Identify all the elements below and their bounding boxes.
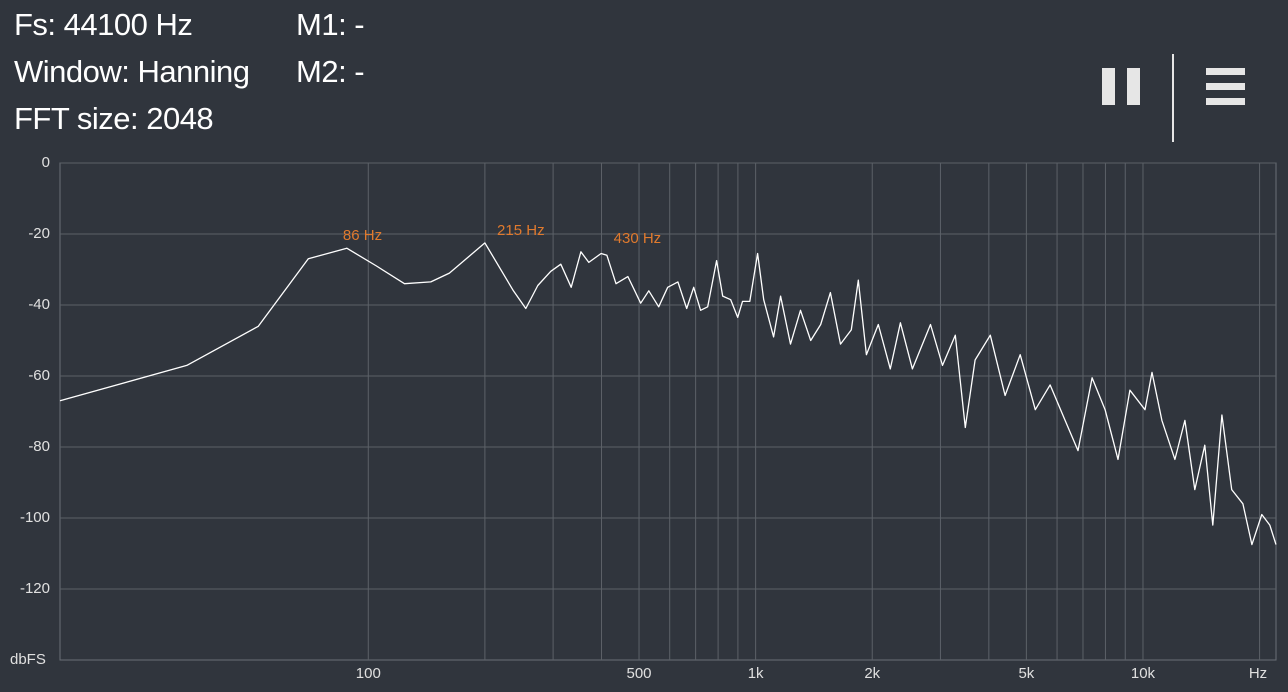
peak-label: 86 Hz [343,227,382,244]
spectrum-line [59,242,1277,546]
menu-bar [1206,68,1245,75]
y-tick-label: -20 [28,225,50,242]
y-tick-label: -40 [28,296,50,313]
marker-1: M1: - [296,7,364,42]
pause-bar [1102,68,1115,105]
y-tick-label: -80 [28,438,50,455]
y-tick-label: -100 [20,509,50,526]
fft-size-info: FFT size: 2048 [14,101,213,136]
y-tick-label: 0 [42,154,50,171]
menu-bar [1206,83,1245,90]
window-info: Window: Hanning [14,54,249,89]
x-tick-label: 5k [1018,665,1034,682]
x-tick-label: 500 [627,665,652,682]
menu-bar [1206,98,1245,105]
x-tick-label: 100 [356,665,381,682]
pause-button[interactable] [1102,68,1140,105]
x-tick-label: 1k [748,665,764,682]
marker-2: M2: - [296,54,364,89]
x-axis-label: Hz [1249,665,1267,682]
y-tick-label: -120 [20,580,50,597]
fs-info: Fs: 44100 Hz [14,7,192,42]
y-tick-label: -60 [28,367,50,384]
pause-bar [1127,68,1140,105]
y-axis-label: dbFS [10,651,46,668]
menu-button[interactable] [1206,68,1245,105]
plot-frame [59,162,1277,661]
peak-label: 430 Hz [614,230,662,247]
x-tick-label: 10k [1131,665,1156,682]
peak-label: 215 Hz [497,222,545,239]
x-tick-label: 2k [864,665,880,682]
